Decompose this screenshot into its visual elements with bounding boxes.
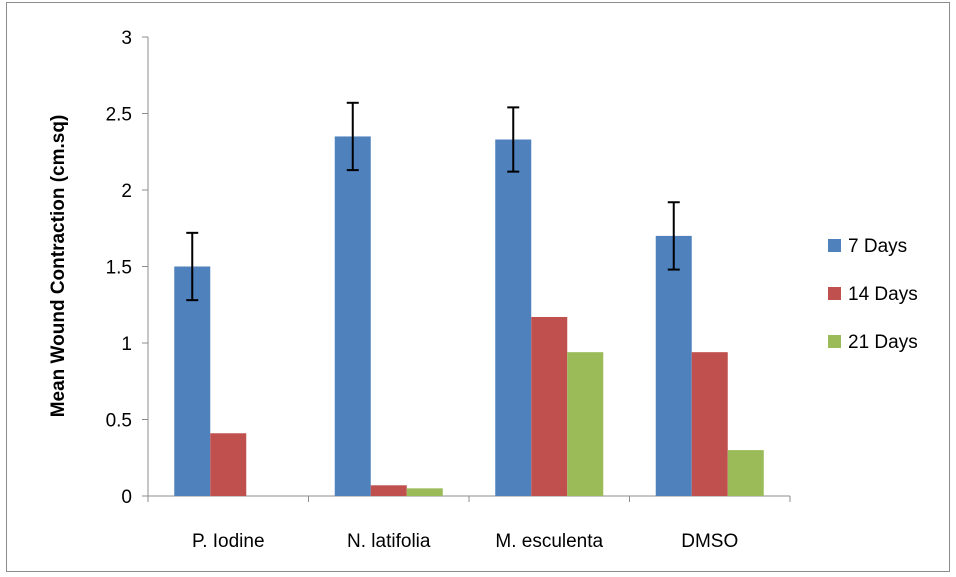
legend-label: 14 Days: [848, 284, 918, 305]
legend-label: 21 Days: [848, 332, 918, 353]
bar-7-days: [656, 236, 692, 496]
y-tick-label: 1.5: [106, 258, 132, 279]
y-tick-label: 1: [121, 334, 132, 355]
y-tick-label: 3: [121, 28, 132, 49]
bar-14-days: [210, 433, 246, 496]
y-tick-label: 2: [121, 181, 132, 202]
x-category-label: DMSO: [681, 531, 738, 552]
bar-7-days: [495, 140, 531, 496]
legend-label: 7 Days: [848, 236, 907, 257]
y-tick-label: 0: [121, 487, 132, 508]
legend-swatch: [828, 287, 841, 300]
y-axis-label: Mean Wound Contraction (cm.sq): [48, 115, 69, 418]
x-category-label: M. esculenta: [495, 531, 603, 552]
legend-swatch: [828, 239, 841, 252]
bar-14-days: [531, 317, 567, 496]
bar-21-days: [407, 488, 443, 496]
bar-14-days: [692, 352, 728, 496]
bar-21-days: [567, 352, 603, 496]
y-tick-label: 0.5: [106, 411, 132, 432]
x-category-label: P. Iodine: [192, 531, 265, 552]
bar-21-days: [728, 450, 764, 496]
x-category-label: N. latifolia: [347, 531, 431, 552]
bar-14-days: [371, 485, 407, 496]
y-tick-label: 2.5: [106, 105, 132, 126]
legend-swatch: [828, 335, 841, 348]
bar-7-days: [335, 136, 371, 496]
